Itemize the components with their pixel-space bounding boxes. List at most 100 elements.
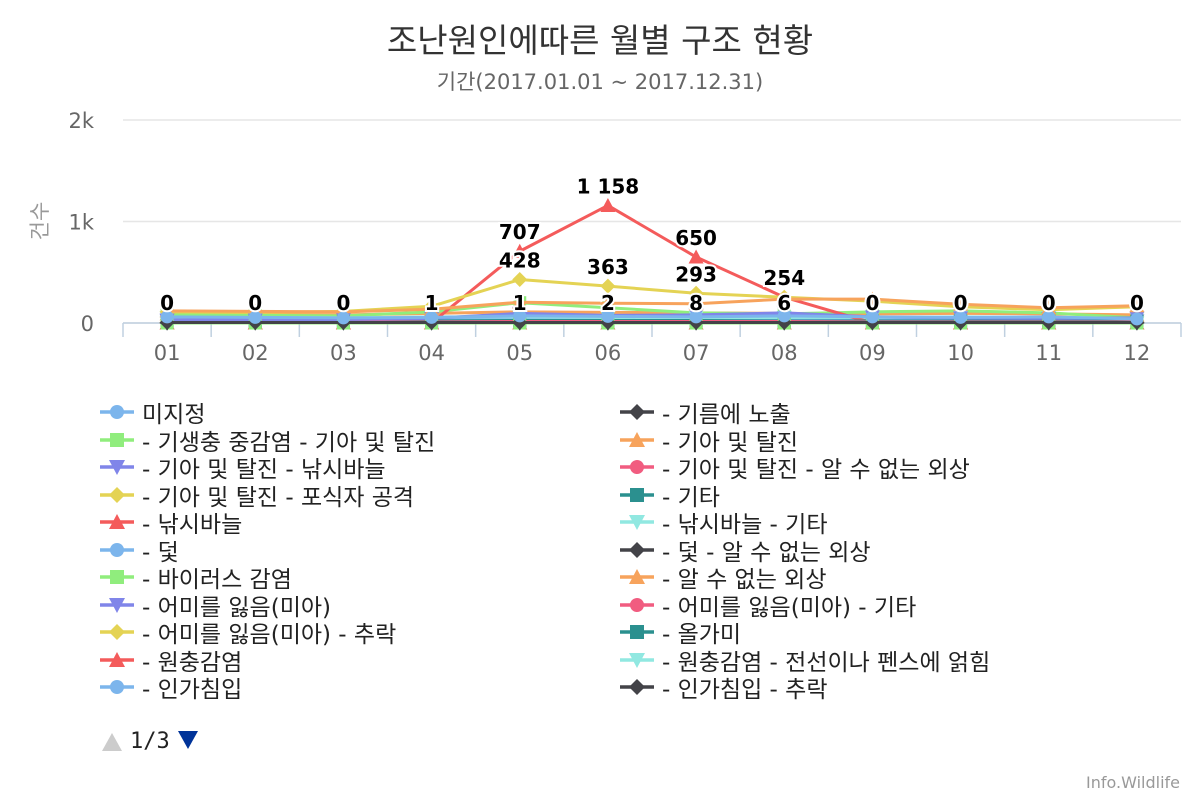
legend-label: - 기아 및 탈진 — [662, 429, 799, 456]
x-tick-label: 12 — [1124, 341, 1151, 365]
legend-marker[interactable] — [109, 460, 125, 475]
legend-item[interactable]: - 올가미 — [620, 618, 741, 648]
legend-symbol-icon — [100, 486, 134, 503]
legend-item[interactable]: - 알 수 없는 외상 — [620, 563, 827, 593]
series-line[interactable] — [167, 314, 1137, 321]
legend-item[interactable]: - 기생충 중감염 - 기아 및 탈진 — [100, 426, 435, 456]
legend-marker[interactable] — [629, 569, 645, 584]
legend-symbol-icon — [620, 487, 654, 502]
legend-item[interactable]: - 인가침입 — [100, 673, 242, 703]
legend-marker[interactable] — [629, 515, 645, 530]
series-line[interactable] — [167, 278, 1137, 314]
x-tick-label: 03 — [330, 341, 357, 365]
legend-marker[interactable] — [629, 541, 645, 558]
data-label: 254 — [763, 266, 805, 290]
data-point[interactable] — [954, 310, 968, 324]
legend-symbol-icon — [100, 597, 134, 613]
data-point[interactable] — [600, 278, 616, 294]
legend-marker[interactable] — [109, 486, 125, 503]
data-point[interactable] — [336, 311, 350, 325]
legend-item[interactable]: - 덫 - 알 수 없는 외상 — [620, 536, 871, 566]
legend-item[interactable]: - 기아 및 탈진 - 낚시바늘 — [100, 453, 386, 483]
legend-item[interactable]: - 기아 및 탈진 - 알 수 없는 외상 — [620, 453, 970, 483]
legend-item[interactable]: - 덫 — [100, 536, 179, 566]
legend-marker[interactable] — [110, 570, 124, 584]
legend-marker[interactable] — [630, 460, 644, 474]
legend-marker[interactable] — [110, 680, 124, 694]
x-tick-label: 01 — [154, 341, 181, 365]
legend-symbol-icon — [620, 569, 654, 584]
legend-marker[interactable] — [629, 431, 645, 447]
data-point[interactable] — [953, 296, 969, 311]
series-line[interactable] — [167, 297, 1137, 314]
legend-label: - 원충감염 — [142, 649, 243, 676]
series-line[interactable] — [167, 301, 1138, 320]
legend-item[interactable]: - 어미를 잃음(미아) — [100, 591, 331, 621]
data-point[interactable] — [776, 291, 792, 306]
data-point[interactable] — [425, 310, 439, 324]
data-point[interactable] — [777, 309, 791, 323]
legend-item[interactable]: - 기름에 노출 — [620, 398, 791, 428]
x-tick-label: 05 — [506, 341, 533, 365]
series-layer — [159, 197, 1145, 331]
legend-item[interactable]: - 낚시바늘 - 기타 — [620, 508, 828, 538]
legend-marker[interactable] — [629, 404, 645, 420]
data-point[interactable] — [1041, 300, 1057, 315]
legend-marker[interactable] — [109, 514, 125, 529]
legend-item[interactable]: - 낚시바늘 — [100, 508, 242, 538]
data-point[interactable] — [248, 310, 262, 324]
data-point[interactable] — [512, 294, 528, 309]
legend-symbol-icon — [100, 460, 134, 475]
legend-marker[interactable] — [630, 625, 644, 639]
data-point[interactable] — [512, 243, 528, 258]
legend-item[interactable]: - 어미를 잃음(미아) - 기타 — [620, 591, 916, 621]
legend-item[interactable]: - 원충감염 — [100, 646, 243, 676]
legend: 미지정 - 기름에 노출 - 기생충 중감염 - 기아 및 탈진 - 기아 및 탈진 -… — [100, 398, 1100, 716]
x-tick-label: 11 — [1035, 341, 1062, 365]
data-point[interactable] — [864, 291, 880, 306]
legend-item[interactable]: 미지정 — [100, 398, 205, 428]
legend-marker[interactable] — [110, 405, 124, 419]
legend-item[interactable]: - 원충감염 - 전선이나 펜스에 얽힘 — [620, 646, 990, 676]
legend-marker[interactable] — [109, 651, 125, 667]
data-point[interactable] — [513, 309, 527, 323]
data-point[interactable] — [160, 310, 174, 324]
legend-marker[interactable] — [110, 542, 124, 557]
legend-item[interactable]: - 바이러스 감염 — [100, 563, 292, 593]
data-point[interactable] — [512, 272, 528, 288]
legend-marker[interactable] — [630, 597, 644, 612]
y-tick-label: 0 — [81, 312, 94, 336]
legend-item[interactable]: - 인가침입 - 추락 — [620, 673, 828, 703]
data-point[interactable] — [1130, 312, 1144, 326]
data-point[interactable] — [689, 310, 703, 324]
data-point[interactable] — [688, 296, 704, 311]
legend-label: - 기아 및 탈진 - 포식자 공격 — [142, 484, 415, 511]
legend-marker[interactable] — [109, 624, 125, 640]
legend-item[interactable]: - 기아 및 탈진 — [620, 426, 799, 456]
legend-marker[interactable] — [110, 432, 124, 447]
legend-label: - 덫 — [142, 539, 179, 566]
pager-up-arrow-icon[interactable] — [100, 729, 124, 753]
grid-lines — [123, 119, 1181, 324]
legend-marker[interactable] — [629, 679, 645, 695]
y-tick-label: 2k — [68, 109, 94, 133]
data-point[interactable] — [601, 309, 615, 323]
data-label: 1 — [513, 291, 527, 315]
data-point[interactable] — [1129, 298, 1145, 313]
data-point[interactable] — [688, 249, 704, 264]
legend-item[interactable]: - 기타 — [620, 481, 720, 511]
credits-link[interactable]: Info.Wildlife — [1086, 773, 1180, 792]
data-point[interactable] — [600, 197, 616, 212]
data-point[interactable] — [600, 295, 616, 310]
legend-marker[interactable] — [109, 597, 125, 613]
data-point[interactable] — [688, 285, 704, 301]
legend-marker[interactable] — [629, 652, 645, 668]
data-point[interactable] — [1042, 310, 1056, 324]
legend-symbol-icon — [620, 515, 654, 530]
legend-item[interactable]: - 어미를 잃음(미아) - 추락 — [100, 618, 396, 648]
legend-marker[interactable] — [630, 487, 644, 502]
pager-down-arrow-icon[interactable] — [176, 729, 200, 753]
legend-item[interactable]: - 기아 및 탈진 - 포식자 공격 — [100, 481, 415, 511]
data-point[interactable] — [865, 310, 879, 324]
